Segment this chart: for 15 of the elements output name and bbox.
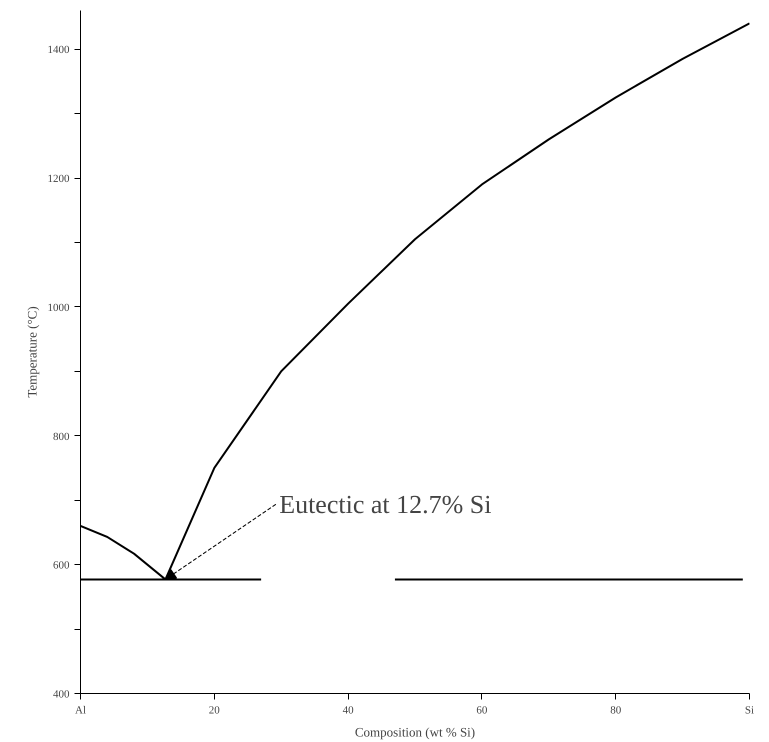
y-tick-label: 800: [53, 430, 70, 443]
x-tick-label: 80: [610, 704, 622, 716]
y-axis-title: Temperature (°C): [24, 306, 40, 398]
y-tick-label: 400: [53, 688, 70, 700]
y-tick-label: 1200: [48, 173, 70, 186]
x-tick-label: Si: [744, 704, 754, 716]
x-axis-title: Composition (wt % Si): [354, 724, 476, 740]
x-tick-label: 20: [208, 704, 220, 716]
x-tick-label: 60: [476, 704, 488, 716]
y-tick-label: 600: [53, 560, 70, 572]
y-tick-label: 1000: [48, 302, 70, 314]
x-tick-label: Al: [75, 704, 86, 716]
x-tick-label: 40: [342, 704, 354, 716]
annotation: Eutectic at 12.7% Si: [279, 490, 492, 519]
y-tick-label: 1400: [48, 44, 70, 56]
